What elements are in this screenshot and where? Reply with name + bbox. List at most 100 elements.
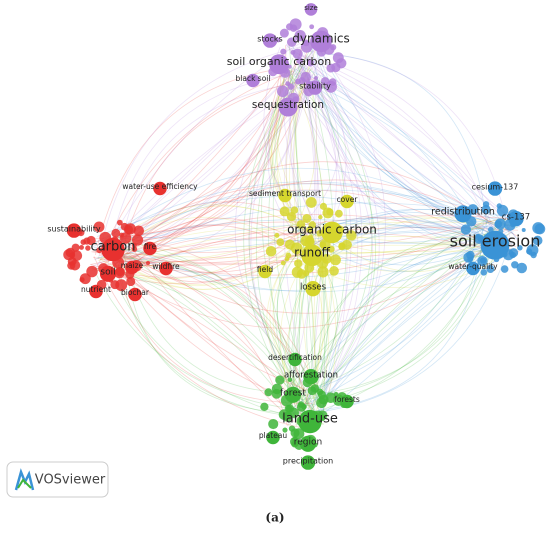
node-dot xyxy=(115,279,128,292)
node-dot xyxy=(290,206,299,214)
edge xyxy=(302,74,380,425)
node-dot xyxy=(132,234,144,246)
node-dot xyxy=(334,209,343,218)
node-dot xyxy=(477,255,488,267)
labels: size stocks dynamics soil organic carbon bla… xyxy=(47,4,540,466)
edge xyxy=(302,69,491,228)
node xyxy=(262,33,278,48)
node-dot xyxy=(307,234,314,240)
node-label: organic carbon xyxy=(287,223,377,237)
logo-text: VOSviewer xyxy=(35,473,106,488)
node-dot xyxy=(86,265,98,278)
node-dot xyxy=(330,254,341,266)
node-label: stocks xyxy=(257,35,282,44)
edge xyxy=(268,61,329,260)
edge xyxy=(234,65,318,398)
node xyxy=(303,369,319,385)
node-dot xyxy=(280,48,287,55)
node-dot xyxy=(460,224,471,235)
node-dot xyxy=(279,28,289,38)
node-dot xyxy=(274,232,280,238)
edge xyxy=(266,251,301,399)
node-dot xyxy=(319,241,327,249)
edge xyxy=(117,195,500,254)
node-dot xyxy=(293,428,305,440)
node-label: maize xyxy=(121,261,144,270)
node xyxy=(246,73,260,88)
edge xyxy=(107,72,312,270)
edge xyxy=(310,49,386,408)
edge xyxy=(284,61,481,255)
node-dot xyxy=(330,44,337,51)
node-label: precipitation xyxy=(283,457,333,466)
node-dot xyxy=(301,403,307,410)
node-label: region xyxy=(294,438,322,448)
edge xyxy=(118,49,303,248)
node xyxy=(125,260,139,275)
edge xyxy=(275,78,323,246)
node-label: sequestration xyxy=(252,99,324,111)
node-dot xyxy=(296,57,304,64)
node-dot xyxy=(511,261,519,269)
node xyxy=(159,261,173,276)
edge xyxy=(285,251,494,392)
node xyxy=(288,352,302,367)
node-dot xyxy=(116,219,123,226)
node-dot xyxy=(329,266,339,276)
edge xyxy=(110,161,500,269)
node-dot xyxy=(287,377,293,383)
caption: (a) xyxy=(265,511,284,525)
node xyxy=(301,244,323,267)
node-dot xyxy=(294,30,306,42)
edge xyxy=(94,181,492,244)
edge xyxy=(125,265,306,415)
edge xyxy=(117,246,295,286)
node xyxy=(153,181,167,196)
node xyxy=(143,241,157,256)
node-label: carbon xyxy=(91,240,136,255)
edge xyxy=(108,79,312,243)
node xyxy=(321,221,343,244)
edge xyxy=(313,68,363,409)
edge xyxy=(100,240,305,263)
node xyxy=(454,205,472,223)
edge xyxy=(99,254,316,425)
node-dot xyxy=(260,402,269,411)
edge xyxy=(97,257,314,424)
node-dot xyxy=(526,244,539,257)
edge xyxy=(93,256,302,429)
edge xyxy=(276,250,319,394)
node xyxy=(278,97,298,117)
edge xyxy=(309,238,487,396)
edge xyxy=(285,65,310,222)
node-dot xyxy=(93,221,105,233)
node-dot xyxy=(86,235,96,246)
node-dot xyxy=(306,59,315,67)
edge xyxy=(311,76,348,411)
edge xyxy=(286,217,489,418)
node-label: field xyxy=(257,265,273,274)
node xyxy=(266,430,280,445)
node-dot xyxy=(126,276,136,287)
node-dot xyxy=(325,80,337,93)
node-label: biochar xyxy=(121,288,150,297)
node-dot xyxy=(313,75,319,81)
node-dot xyxy=(494,220,503,229)
node-label: fire xyxy=(144,242,157,251)
edge xyxy=(286,71,376,401)
edge xyxy=(106,70,294,244)
edge xyxy=(292,71,511,241)
node xyxy=(269,54,289,75)
node-dot xyxy=(346,230,357,241)
node-dot xyxy=(80,239,87,245)
node-label: soil erosion xyxy=(450,232,541,251)
node xyxy=(508,211,524,227)
edge xyxy=(114,263,312,404)
node xyxy=(304,3,318,16)
edge xyxy=(123,239,295,283)
node xyxy=(128,287,142,302)
node-dot xyxy=(271,383,283,395)
edge xyxy=(299,220,506,410)
node-dot xyxy=(317,266,329,278)
node-dot xyxy=(296,220,306,229)
